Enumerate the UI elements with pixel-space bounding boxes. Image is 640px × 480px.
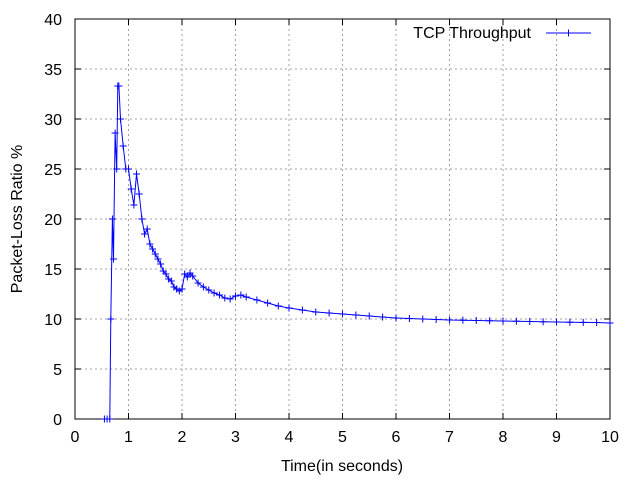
y-tick-label: 5 xyxy=(53,362,62,379)
data-point xyxy=(141,230,149,238)
y-tick-label: 25 xyxy=(44,162,62,179)
x-tick-label: 4 xyxy=(285,429,294,446)
data-point xyxy=(199,283,207,291)
data-point xyxy=(143,225,151,233)
data-point xyxy=(579,318,587,326)
data-point xyxy=(146,240,154,248)
data-point xyxy=(325,309,333,317)
data-point xyxy=(274,302,282,310)
x-tick-label: 1 xyxy=(124,429,133,446)
grid xyxy=(75,19,610,419)
data-point xyxy=(110,255,118,263)
data-point xyxy=(606,319,614,327)
data-point xyxy=(106,415,114,423)
data-point xyxy=(157,260,165,268)
x-axis-label: Time(in seconds) xyxy=(281,458,403,475)
data-point xyxy=(226,295,234,303)
data-point xyxy=(138,215,146,223)
data-point xyxy=(189,272,197,280)
data-point xyxy=(405,315,413,322)
data-point xyxy=(446,316,453,324)
x-tick-label: 8 xyxy=(499,429,508,446)
data-point xyxy=(253,296,261,304)
data-point xyxy=(130,201,138,209)
data-point xyxy=(183,273,191,281)
data-point xyxy=(221,294,229,302)
x-tick-label: 0 xyxy=(71,429,80,446)
data-point xyxy=(566,318,574,326)
plot-frame xyxy=(74,18,611,420)
data-point xyxy=(512,317,520,325)
data-point xyxy=(352,311,360,319)
data-point xyxy=(113,165,121,173)
data-point xyxy=(539,318,547,326)
data-point xyxy=(242,293,250,301)
data-point xyxy=(133,170,141,178)
data-point xyxy=(459,316,467,324)
data-point xyxy=(119,142,127,150)
data-point xyxy=(593,319,601,326)
x-tick-label: 2 xyxy=(178,429,187,446)
x-tick-label: 10 xyxy=(601,429,619,446)
data-point xyxy=(205,286,213,294)
y-axis-label: Packet-Loss Ratio % xyxy=(9,145,26,294)
y-tick-label: 40 xyxy=(44,12,62,29)
legend: TCP Throughput xyxy=(413,25,591,42)
x-tick-label: 5 xyxy=(338,429,347,446)
x-tick-label: 9 xyxy=(552,429,561,446)
data-point xyxy=(499,317,507,325)
data-point xyxy=(237,291,245,299)
data-point xyxy=(392,314,400,322)
data-point xyxy=(127,185,135,193)
data-point xyxy=(486,317,494,325)
data-point xyxy=(432,316,440,323)
data-point xyxy=(232,292,239,300)
data-point xyxy=(111,129,119,137)
x-tick-label: 6 xyxy=(392,429,401,446)
data-point xyxy=(149,245,157,253)
data-point xyxy=(526,318,534,325)
y-tick-label: 30 xyxy=(44,112,62,129)
data-point xyxy=(167,277,175,285)
data-point xyxy=(298,306,306,314)
data-point xyxy=(178,285,186,293)
data-point xyxy=(215,291,223,299)
y-tick-label: 35 xyxy=(44,62,62,79)
data-point xyxy=(107,315,115,323)
data-point xyxy=(264,299,272,307)
data-point xyxy=(339,310,346,318)
data-point xyxy=(365,312,373,320)
y-tick-label: 0 xyxy=(53,412,62,429)
data-point xyxy=(419,315,427,323)
y-tick-label: 10 xyxy=(44,312,62,329)
data-point xyxy=(116,115,124,123)
x-tick-label: 7 xyxy=(445,429,454,446)
data-point xyxy=(162,270,170,278)
data-point xyxy=(125,165,132,173)
data-point xyxy=(210,289,218,297)
data-point xyxy=(194,279,202,287)
data-point xyxy=(285,304,293,312)
data-point xyxy=(108,215,116,223)
data-point xyxy=(379,313,387,321)
data-point xyxy=(135,190,143,198)
y-tick-label: 20 xyxy=(44,212,62,229)
series-group xyxy=(100,82,614,423)
data-point xyxy=(553,318,560,326)
data-point xyxy=(151,250,159,258)
data-point xyxy=(312,308,320,316)
data-point xyxy=(472,317,480,324)
data-point xyxy=(154,255,162,263)
y-tick-label: 15 xyxy=(44,262,62,279)
tick-labels: 0 1 2 3 4 5 6 7 8 9 10 0 5 10 15 20 25 30 35 40 xyxy=(44,12,619,446)
legend-label-tcp-throughput: TCP Throughput xyxy=(413,25,531,42)
x-tick-label: 3 xyxy=(231,429,240,446)
data-point xyxy=(115,82,123,90)
